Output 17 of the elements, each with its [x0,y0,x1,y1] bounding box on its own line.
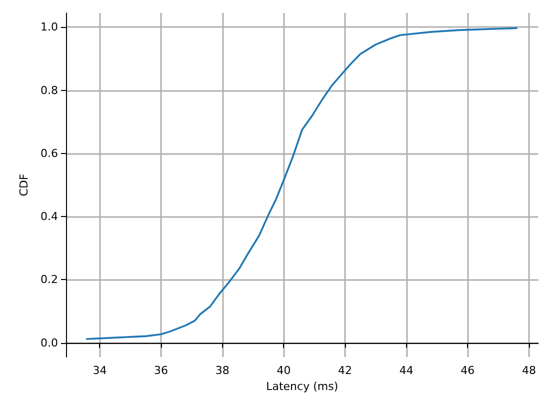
line-series [86,27,518,340]
x-axis-title: Latency (ms) [266,380,338,393]
y-tick-label: 0.6 [40,146,58,160]
x-tick-label: 46 [460,364,475,377]
y-tick-label: 0.2 [40,273,58,286]
x-tick-label: 44 [399,364,414,377]
y-tick-label: 1.0 [40,20,58,34]
x-tick-label: 40 [276,364,291,377]
y-tick-label: 0.4 [40,210,58,224]
x-tick-label: 34 [92,364,107,377]
x-tick-label: 38 [215,364,230,377]
x-tick-label: 42 [338,364,352,377]
x-tick-label: 36 [154,364,168,377]
x-tick-label: 48 [522,364,536,377]
y-tick-label: 0.8 [40,84,58,97]
y-tick-label: 0.0 [40,336,58,350]
y-axis-title: CDF [18,174,31,196]
